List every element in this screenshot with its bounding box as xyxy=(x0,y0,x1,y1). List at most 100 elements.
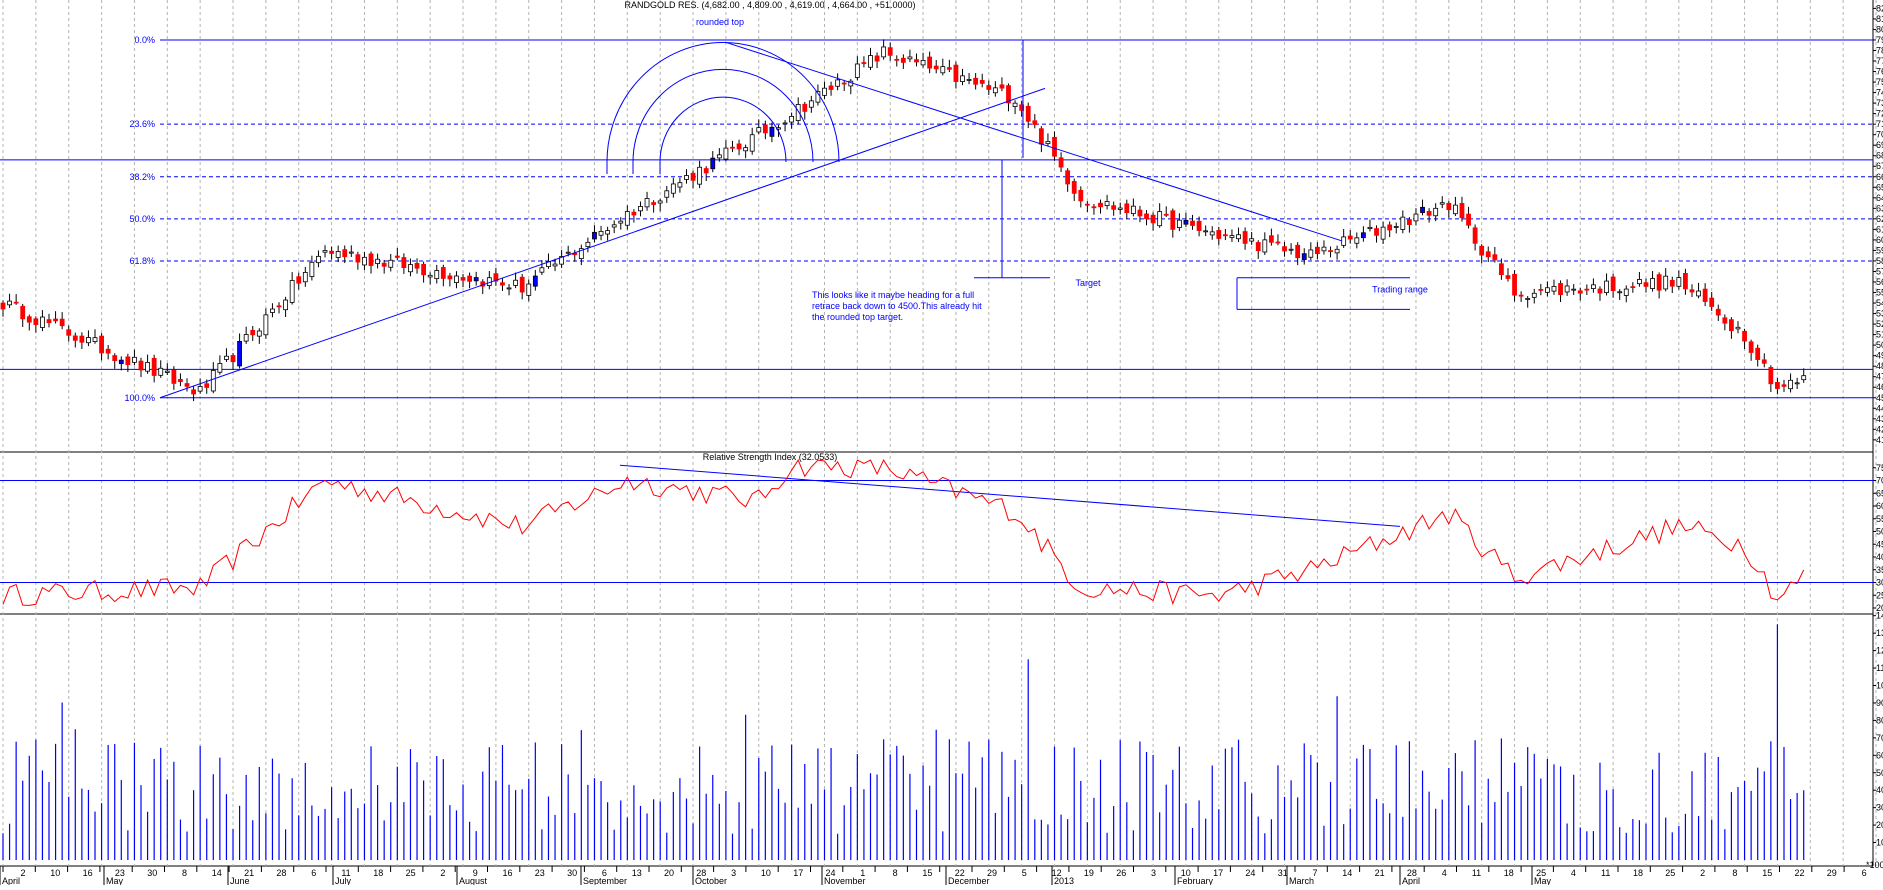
volume-tick-label: 3000 xyxy=(1876,803,1883,813)
rsi-title: Relative Strength Index (32.0533) xyxy=(703,452,838,462)
candle-body xyxy=(204,383,210,388)
x-tick-label: 6 xyxy=(311,868,316,878)
candle-body xyxy=(7,300,12,306)
price-tick-label: 7600 xyxy=(1876,67,1883,77)
x-tick-label: 10 xyxy=(1181,868,1191,878)
candle-body xyxy=(1696,290,1701,297)
candle-body xyxy=(710,157,716,170)
x-tick-label: 4 xyxy=(1442,868,1447,878)
candle-body xyxy=(92,337,98,342)
candle-body xyxy=(1400,216,1406,230)
rsi-tick-label: 35 xyxy=(1876,565,1883,575)
candle-body xyxy=(1577,290,1583,294)
candle-body xyxy=(368,253,374,266)
candle-body xyxy=(237,340,242,367)
x-tick-label: 30 xyxy=(147,868,157,878)
candle-body xyxy=(1794,382,1800,385)
annotation-rounded-top: rounded top xyxy=(696,17,744,27)
candle-body xyxy=(381,262,387,267)
candle-body xyxy=(973,77,979,85)
x-tick-label: 10 xyxy=(50,868,60,878)
x-month-label: October xyxy=(695,876,727,885)
price-tick-label: 7700 xyxy=(1876,56,1883,66)
volume-tick-label: 9000 xyxy=(1876,698,1883,708)
candle-body xyxy=(592,231,597,240)
candle-body xyxy=(132,356,137,363)
x-tick-label: 5 xyxy=(1022,868,1027,878)
candle-body xyxy=(250,329,256,336)
x-tick-label: 11 xyxy=(1472,868,1481,878)
price-tick-label: 6500 xyxy=(1876,182,1883,192)
candle-body xyxy=(1130,205,1136,214)
candle-body xyxy=(493,273,499,282)
candle-body xyxy=(802,103,808,112)
candle-body xyxy=(1538,288,1544,291)
candle-body xyxy=(1038,128,1044,145)
candle-body xyxy=(1485,251,1491,258)
price-tick-label: 5000 xyxy=(1876,340,1883,350)
candle-body xyxy=(112,355,118,361)
rsi-tick-label: 65 xyxy=(1876,488,1883,498)
x-tick-label: 10 xyxy=(761,868,771,878)
candle-body xyxy=(467,275,473,282)
candle-body xyxy=(1420,206,1425,213)
price-tick-label: 5100 xyxy=(1876,330,1883,340)
candle-body xyxy=(309,261,315,277)
rsi-line xyxy=(2,459,1805,606)
candle-body xyxy=(1098,202,1103,208)
candle-body xyxy=(1111,205,1117,210)
price-tick-label: 5300 xyxy=(1876,309,1883,319)
x-tick-label: 6 xyxy=(602,868,607,878)
price-tick-label: 7400 xyxy=(1876,88,1883,98)
x-tick-label: 2 xyxy=(1700,868,1705,878)
x-tick-label: 7 xyxy=(1312,868,1317,878)
candle-body xyxy=(1354,237,1360,244)
x-gridlines xyxy=(2,0,1877,866)
candle-body xyxy=(1216,230,1222,239)
candle-body xyxy=(191,389,196,395)
x-tick-label: 13 xyxy=(632,868,642,878)
candle-body xyxy=(1801,375,1807,381)
candle-body xyxy=(1571,288,1577,291)
candle-body xyxy=(1190,220,1195,226)
candle-body xyxy=(388,259,394,268)
x-tick-label: 14 xyxy=(212,868,222,878)
volume-bars xyxy=(2,624,1805,860)
candle-body xyxy=(986,85,992,90)
x-tick-label: 16 xyxy=(502,868,512,878)
candle-body xyxy=(1078,189,1084,202)
candle-body xyxy=(427,274,433,278)
candle-body xyxy=(1755,347,1761,360)
candle-body xyxy=(158,367,164,376)
rsi-divergence-line xyxy=(619,464,1401,527)
candle-body xyxy=(46,319,52,324)
fib-level-label: 23.6% xyxy=(129,119,155,129)
candle-body xyxy=(1413,213,1419,222)
candle-body xyxy=(72,335,78,341)
x-month-label: June xyxy=(230,876,250,885)
fib-level-label: 61.8% xyxy=(129,256,155,266)
candle-body xyxy=(841,82,847,85)
candle-body xyxy=(401,257,407,268)
price-tick-label: 5700 xyxy=(1876,266,1883,276)
candle-body xyxy=(1249,238,1255,242)
x-tick-label: 25 xyxy=(406,868,416,878)
volume-tick-label: 14000 xyxy=(1876,611,1883,621)
candle-body xyxy=(1761,359,1767,364)
candle-body xyxy=(1236,234,1241,240)
rsi-tick-label: 30 xyxy=(1876,578,1883,588)
candle-body xyxy=(99,335,104,354)
price-tick-label: 4100 xyxy=(1876,435,1883,445)
candle-body xyxy=(1150,214,1156,224)
candle-body xyxy=(1052,136,1057,157)
candle-body xyxy=(697,166,703,185)
candle-body xyxy=(861,62,867,64)
candle-body xyxy=(914,59,919,63)
x-tick-label: 26 xyxy=(1116,868,1126,878)
x-tick-label: 20 xyxy=(664,868,674,878)
volume-unit-label: *100 xyxy=(1866,860,1883,870)
candle-body xyxy=(1176,219,1182,228)
rounded-top-arc xyxy=(659,96,787,163)
candle-body xyxy=(953,64,959,82)
fib-level-label: 38.2% xyxy=(129,172,155,182)
